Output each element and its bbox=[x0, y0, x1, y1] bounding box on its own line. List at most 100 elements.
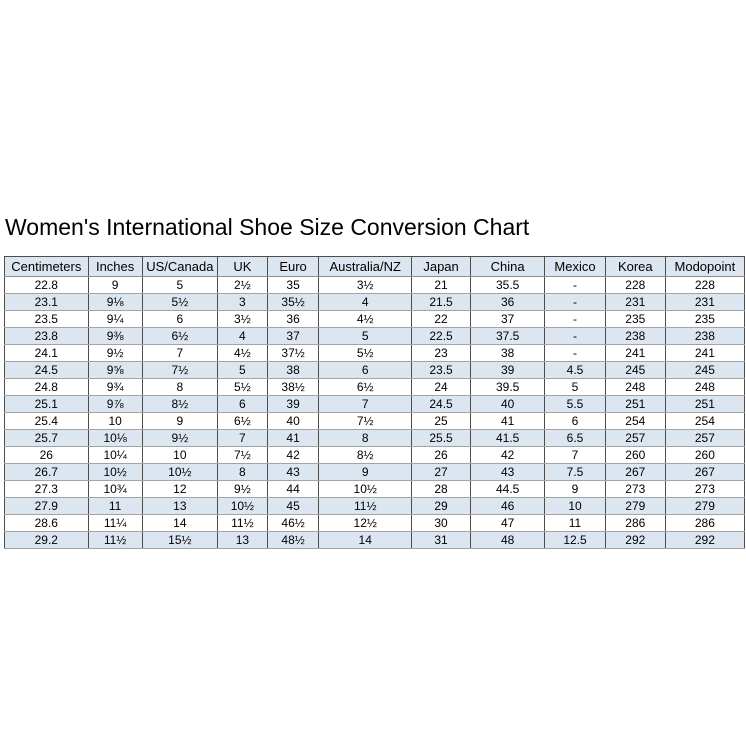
table-cell: 6½ bbox=[318, 378, 412, 396]
table-cell: 13 bbox=[217, 531, 268, 549]
table-cell: 11 bbox=[544, 514, 606, 532]
table-cell: 26 bbox=[410, 446, 472, 464]
table-cell: 254 bbox=[664, 412, 746, 430]
table-cell: 10½ bbox=[141, 463, 219, 481]
table-cell: 23.8 bbox=[4, 327, 89, 345]
table-cell: 6 bbox=[217, 395, 268, 413]
table-cell: 5.5 bbox=[544, 395, 606, 413]
table-cell: 38 bbox=[470, 344, 546, 362]
table-cell: 22.5 bbox=[410, 327, 472, 345]
column-header: Australia/NZ bbox=[318, 256, 412, 277]
table-cell: 5½ bbox=[217, 378, 268, 396]
table-cell: 9⅝ bbox=[87, 361, 143, 379]
table-cell: 46½ bbox=[266, 514, 320, 532]
table-cell: 241 bbox=[664, 344, 746, 362]
table-cell: 6 bbox=[544, 412, 606, 430]
table-cell: 10¼ bbox=[87, 446, 143, 464]
table-cell: 40 bbox=[470, 395, 546, 413]
table-cell: 9⅜ bbox=[87, 327, 143, 345]
table-cell: 231 bbox=[604, 293, 666, 311]
table-cell: 251 bbox=[604, 395, 666, 413]
table-cell: 3½ bbox=[217, 310, 268, 328]
table-cell: 9½ bbox=[217, 480, 268, 498]
table-cell: 292 bbox=[664, 531, 746, 549]
table-cell: - bbox=[544, 293, 606, 311]
table-cell: 260 bbox=[604, 446, 666, 464]
table-row: 23.8 9⅜ 6½ 4 37 5 22.5 37.5-238 238 bbox=[4, 327, 746, 345]
table-cell: 46 bbox=[470, 497, 546, 515]
table-cell: 5 bbox=[544, 378, 606, 396]
table-cell: 8 bbox=[217, 463, 268, 481]
table-cell: 23.1 bbox=[4, 293, 89, 311]
table-cell: 41 bbox=[266, 429, 320, 447]
table-row: 24.8 9¾ 8 5½ 38½ 6½ 24 39.5 5 248 248 bbox=[4, 378, 746, 396]
table-cell: 8 bbox=[141, 378, 219, 396]
table-row: 23.5 9¼ 6 3½ 36 4½ 22 37-235 235 bbox=[4, 310, 746, 328]
table-cell: 24.8 bbox=[4, 378, 89, 396]
table-cell: - bbox=[544, 344, 606, 362]
table-cell: 4 bbox=[217, 327, 268, 345]
table-cell: 8½ bbox=[141, 395, 219, 413]
table-cell: 9½ bbox=[87, 344, 143, 362]
table-cell: 10¾ bbox=[87, 480, 143, 498]
table-cell: 25.1 bbox=[4, 395, 89, 413]
table-cell: 27.9 bbox=[4, 497, 89, 515]
table-cell: 10½ bbox=[87, 463, 143, 481]
table-cell: 23.5 bbox=[4, 310, 89, 328]
table-row: 27.9 11 13 10½ 45 11½ 29 46 10 279 279 bbox=[4, 497, 746, 515]
table-cell: 6 bbox=[141, 310, 219, 328]
table-cell: 38 bbox=[266, 361, 320, 379]
table-cell: 292 bbox=[604, 531, 666, 549]
table-row: 28.6 11¼ 14 11½ 46½ 12½ 30 47 11 286 286 bbox=[4, 514, 746, 532]
table-cell: 15½ bbox=[141, 531, 219, 549]
table-cell: 273 bbox=[604, 480, 666, 498]
table-cell: 24 bbox=[410, 378, 472, 396]
table-cell: 6.5 bbox=[544, 429, 606, 447]
table-header-row: Centimeters Inches US/Canada UK Euro Australi… bbox=[4, 256, 746, 277]
table-cell: 23.5 bbox=[410, 361, 472, 379]
table-cell: 35½ bbox=[266, 293, 320, 311]
table-cell: 25.7 bbox=[4, 429, 89, 447]
table-cell: 9 bbox=[87, 276, 143, 294]
table-row: 25.7 10⅛ 9½ 7 41 8 25.5 41.5 6.5 257 257 bbox=[4, 429, 746, 447]
table-cell: 8½ bbox=[318, 446, 412, 464]
table-cell: 2½ bbox=[217, 276, 268, 294]
table-cell: 257 bbox=[664, 429, 746, 447]
table-cell: - bbox=[544, 276, 606, 294]
shoe-size-conversion-table: Centimeters Inches US/Canada UK Euro Australi… bbox=[4, 256, 746, 549]
table-cell: 10½ bbox=[318, 480, 412, 498]
table-cell: 14 bbox=[318, 531, 412, 549]
table-cell: 7½ bbox=[141, 361, 219, 379]
table-cell: 23 bbox=[410, 344, 472, 362]
table-cell: 10 bbox=[87, 412, 143, 430]
table-cell: 11 bbox=[87, 497, 143, 515]
table-cell: 47 bbox=[470, 514, 546, 532]
table-cell: 9 bbox=[141, 412, 219, 430]
table-cell: 21 bbox=[410, 276, 472, 294]
table-cell: 39 bbox=[470, 361, 546, 379]
table-cell: 6 bbox=[318, 361, 412, 379]
table-row: 25.1 9⅞ 8½ 6 39 7 24.5 40 5.5 251 251 bbox=[4, 395, 746, 413]
table-cell: 11½ bbox=[318, 497, 412, 515]
column-header: Korea bbox=[604, 256, 666, 277]
table-cell: 42 bbox=[266, 446, 320, 464]
table-cell: 257 bbox=[604, 429, 666, 447]
page-title: Women's International Shoe Size Conversi… bbox=[5, 214, 530, 240]
table-cell: 7 bbox=[141, 344, 219, 362]
table-cell: - bbox=[544, 327, 606, 345]
table-cell: 14 bbox=[141, 514, 219, 532]
table-cell: 228 bbox=[664, 276, 746, 294]
table-cell: 12 bbox=[141, 480, 219, 498]
table-cell: 7½ bbox=[217, 446, 268, 464]
column-header: Japan bbox=[410, 256, 472, 277]
table-cell: 22.8 bbox=[4, 276, 89, 294]
table-cell: 24.5 bbox=[4, 361, 89, 379]
column-header: Mexico bbox=[544, 256, 606, 277]
table-cell: 238 bbox=[664, 327, 746, 345]
table-row: 27.3 10¾ 12 9½ 44 10½ 28 44.5 9 273 273 bbox=[4, 480, 746, 498]
table-row: 25.4 10 9 6½ 40 7½ 25 41 6 254 254 bbox=[4, 412, 746, 430]
table-cell: 42 bbox=[470, 446, 546, 464]
table-cell: 279 bbox=[604, 497, 666, 515]
table-cell: 21.5 bbox=[410, 293, 472, 311]
